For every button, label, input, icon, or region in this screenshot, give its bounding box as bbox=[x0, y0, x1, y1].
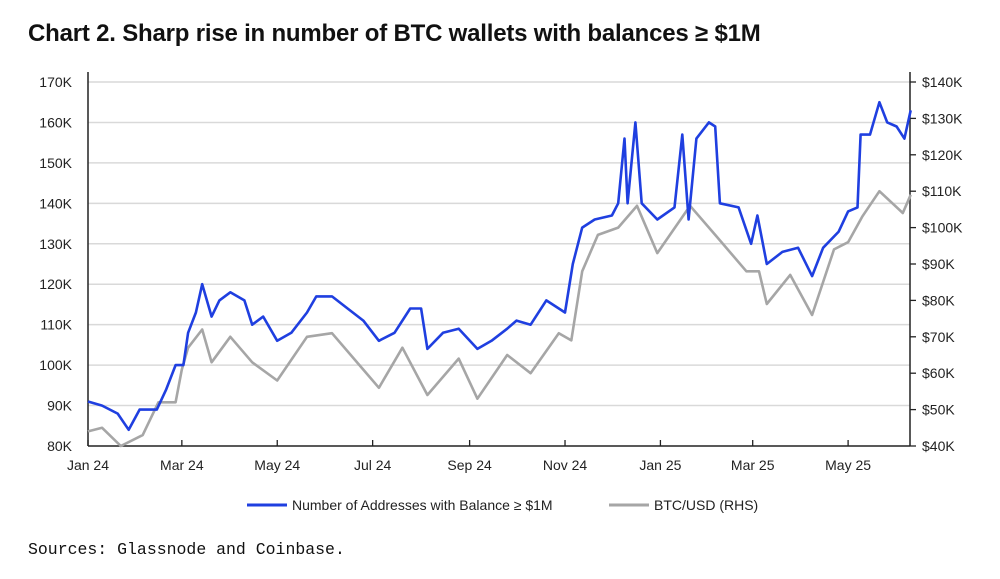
y-left-tick-label: 100K bbox=[39, 357, 72, 373]
x-tick-label: Nov 24 bbox=[543, 457, 588, 473]
y-right-tick-label: $90K bbox=[922, 256, 955, 272]
y-left-tick-label: 170K bbox=[39, 74, 72, 90]
y-left-tick-label: 160K bbox=[39, 114, 72, 130]
x-tick-label: Jan 24 bbox=[67, 457, 109, 473]
source-note: Sources: Glassnode and Coinbase. bbox=[28, 540, 345, 559]
x-tick-label: Jan 25 bbox=[639, 457, 681, 473]
y-right-tick-label: $50K bbox=[922, 402, 955, 418]
chart-title: Chart 2. Sharp rise in number of BTC wal… bbox=[28, 20, 761, 47]
y-right-tick-label: $60K bbox=[922, 365, 955, 381]
series-line-addresses bbox=[87, 100, 912, 432]
y-right-tick-label: $140K bbox=[922, 74, 963, 90]
y-right-tick-label: $40K bbox=[922, 438, 955, 454]
y-left-tick-label: 120K bbox=[39, 276, 72, 292]
y-left-tick-label: 80K bbox=[47, 438, 73, 454]
y-left-tick-label: 130K bbox=[39, 236, 72, 252]
x-tick-label: Jul 24 bbox=[354, 457, 392, 473]
x-tick-label: May 24 bbox=[254, 457, 300, 473]
legend-label-addresses: Number of Addresses with Balance ≥ $1M bbox=[292, 497, 553, 513]
y-right-tick-label: $100K bbox=[922, 220, 963, 236]
y-right-tick-label: $110K bbox=[922, 183, 962, 199]
y-right-tick-label: $120K bbox=[922, 147, 963, 163]
x-tick-label: Sep 24 bbox=[447, 457, 492, 473]
y-right-tick-label: $130K bbox=[922, 110, 963, 126]
series-line-btc-usd bbox=[87, 189, 912, 448]
y-left-tick-label: 90K bbox=[47, 398, 73, 414]
x-tick-label: Mar 25 bbox=[731, 457, 775, 473]
x-tick-label: Mar 24 bbox=[160, 457, 204, 473]
y-left-tick-label: 140K bbox=[39, 195, 72, 211]
y-left-tick-label: 110K bbox=[40, 317, 72, 333]
y-right-tick-label: $70K bbox=[922, 329, 955, 345]
y-right-tick-label: $80K bbox=[922, 292, 955, 308]
x-tick-label: May 25 bbox=[825, 457, 871, 473]
legend-label-btc-usd: BTC/USD (RHS) bbox=[654, 497, 758, 513]
y-left-tick-label: 150K bbox=[39, 155, 72, 171]
